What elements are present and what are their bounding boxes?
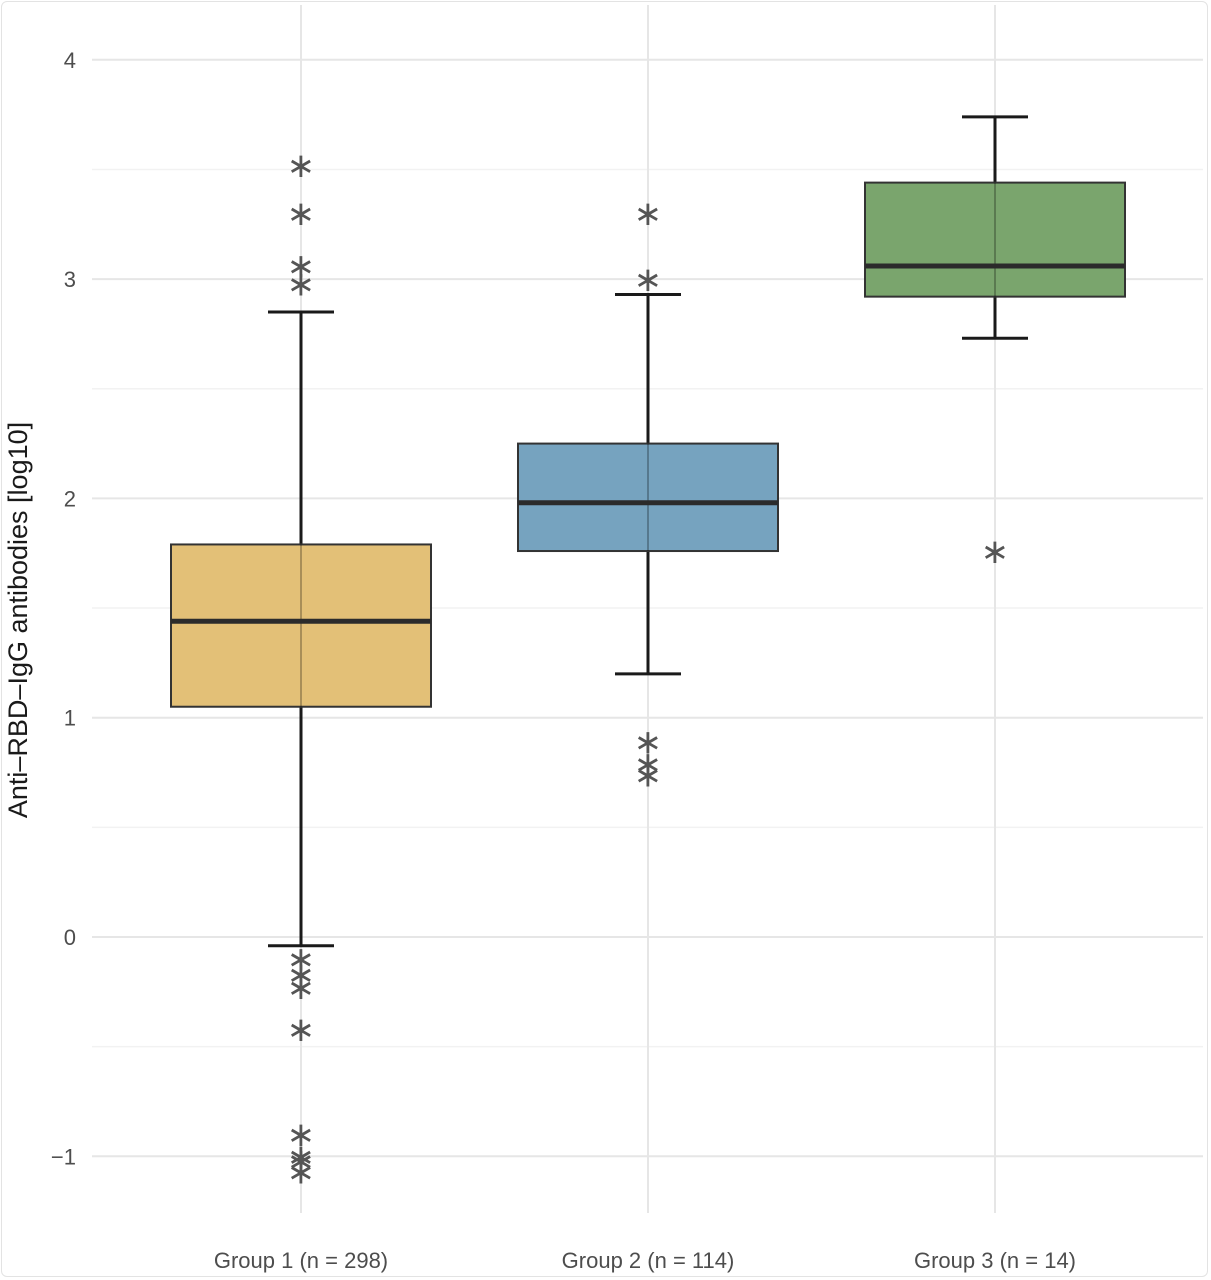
outlier-point: ∗ — [634, 723, 663, 763]
outlier-point: ∗ — [287, 1010, 316, 1050]
iqr-box — [864, 181, 1126, 298]
outlier-point: ∗ — [287, 1137, 316, 1177]
box-group — [864, 115, 1126, 340]
y-tick-label: −1 — [51, 1144, 76, 1169]
x-tick-label: Group 3 (n = 14) — [914, 1248, 1076, 1273]
y-tick-label: 0 — [64, 925, 76, 950]
outlier-point: ∗ — [634, 260, 663, 300]
iqr-box — [517, 442, 779, 553]
outlier-point: ∗ — [287, 955, 316, 995]
y-tick-label: 1 — [64, 706, 76, 731]
outlier-point: ∗ — [287, 194, 316, 234]
x-axis-tick-labels: Group 1 (n = 298) Group 2 (n = 114) Group … — [214, 1248, 1076, 1273]
outlier-point: ∗ — [634, 194, 663, 234]
y-axis-title: Anti–RBD–IgG antibodies [log10] — [3, 422, 33, 818]
x-tick-label: Group 2 (n = 114) — [562, 1248, 735, 1273]
outlier-point: ∗ — [287, 1152, 316, 1192]
outliers: ∗∗∗∗∗∗∗∗∗∗∗∗∗∗∗∗∗∗ — [287, 146, 1010, 1193]
boxes — [170, 115, 1126, 948]
outlier-point: ∗ — [287, 247, 316, 287]
y-tick-label: 4 — [64, 48, 76, 73]
outlier-point: ∗ — [634, 745, 663, 785]
x-tick-label: Group 1 (n = 298) — [214, 1248, 388, 1273]
outlier-point: ∗ — [634, 756, 663, 796]
box-group — [517, 292, 779, 676]
outlier-point: ∗ — [981, 532, 1010, 572]
y-tick-label: 2 — [64, 486, 76, 511]
iqr-box — [170, 543, 432, 708]
outlier-point: ∗ — [287, 146, 316, 186]
outlier-point: ∗ — [287, 264, 316, 304]
y-tick-label: 3 — [64, 267, 76, 292]
outlier-point: ∗ — [287, 940, 316, 980]
y-axis-tick-labels: −1 0 1 2 3 4 — [51, 48, 76, 1170]
outlier-point: ∗ — [287, 1115, 316, 1155]
outlier-point: ∗ — [287, 968, 316, 1008]
outlier-point: ∗ — [287, 1141, 316, 1181]
box-group — [170, 310, 432, 948]
